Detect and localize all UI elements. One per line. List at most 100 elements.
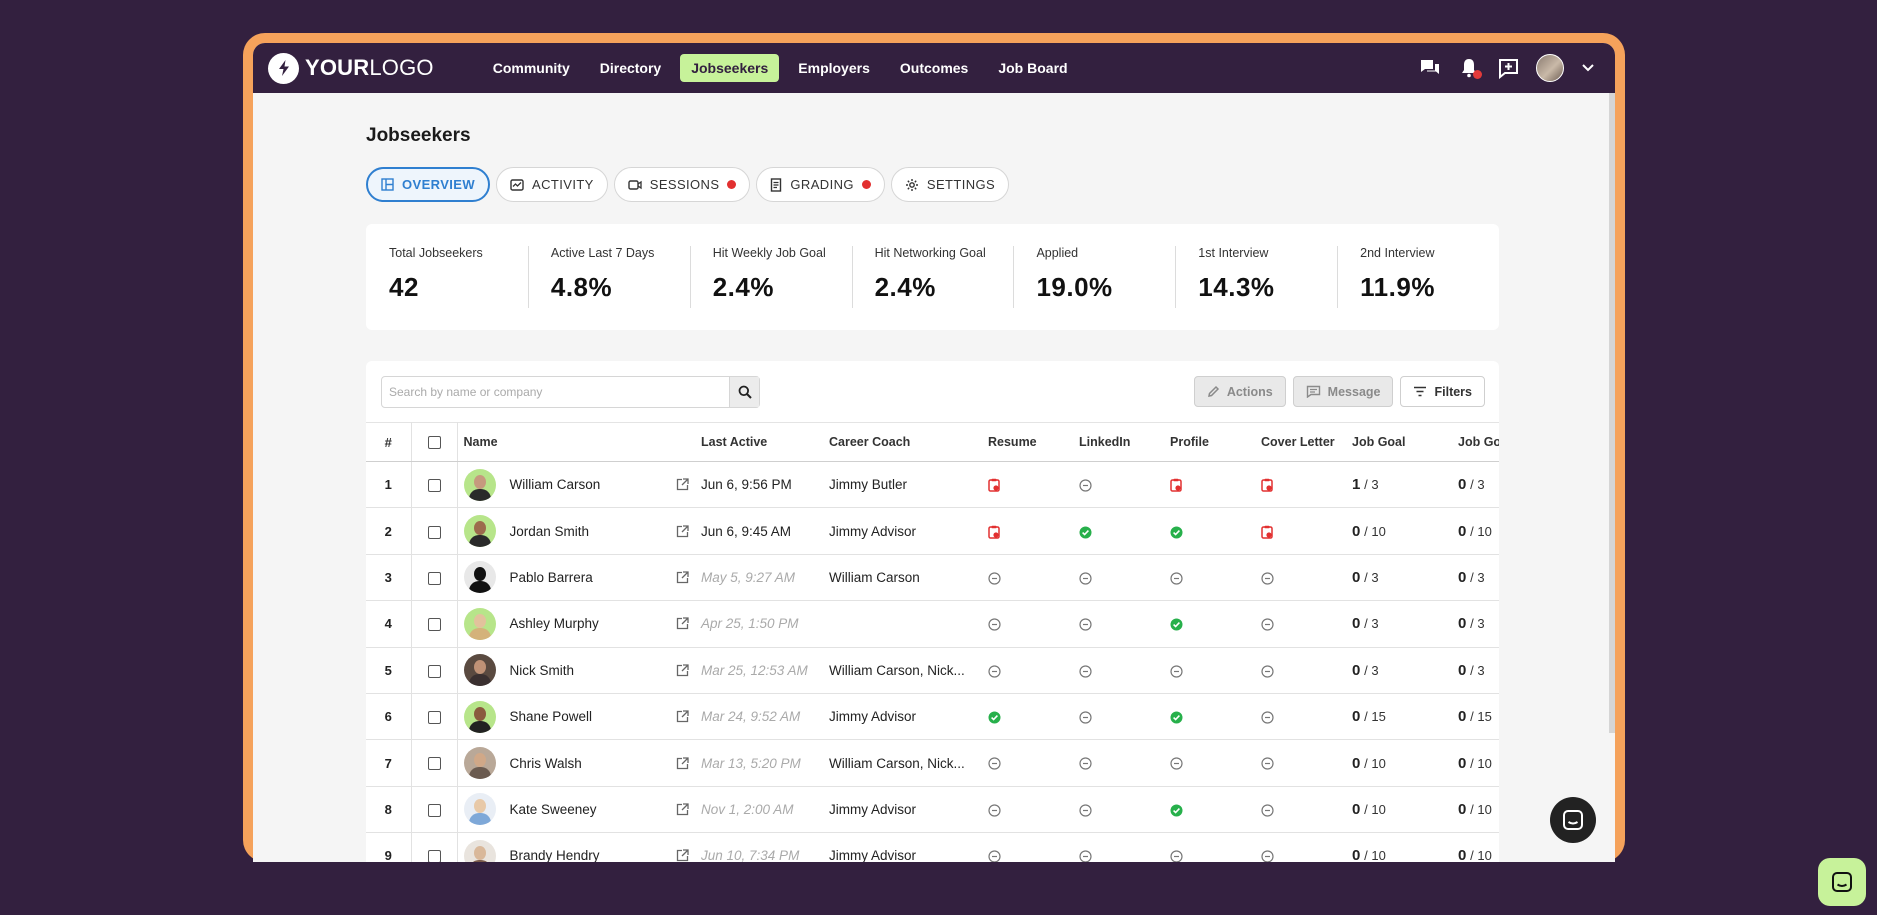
tab-settings[interactable]: SETTINGS [890, 167, 1010, 202]
row-checkbox[interactable] [427, 525, 441, 539]
external-link-icon[interactable] [676, 803, 689, 816]
clipboard-alert-icon[interactable] [988, 525, 1000, 539]
nav-item-job-board[interactable]: Job Board [998, 60, 1068, 76]
nav-item-jobseekers[interactable]: Jobseekers [680, 54, 780, 82]
minus-circle-icon[interactable] [1079, 757, 1092, 771]
minus-circle-icon[interactable] [1079, 665, 1092, 678]
table-row[interactable]: 2 Jordan Smith Jun 6, 9:45 AM Jimmy Advisor… [366, 507, 1499, 555]
table-row[interactable]: 6 Shane Powell Mar 24, 9:52 AM Jimmy Adviso… [366, 693, 1499, 741]
select-all-checkbox[interactable] [427, 436, 441, 450]
page-scrollbar[interactable] [1609, 93, 1615, 733]
avatar[interactable] [463, 607, 496, 640]
jobseeker-name[interactable]: Pablo Barrera [509, 569, 593, 585]
table-row[interactable]: 3 Pablo Barrera May 5, 9:27 AM William Cars… [366, 554, 1499, 602]
row-checkbox[interactable] [427, 850, 441, 862]
tab-overview[interactable]: OVERVIEW [366, 167, 491, 202]
jobseeker-name[interactable]: Jordan Smith [509, 523, 590, 539]
col-number-header[interactable]: # [366, 422, 412, 462]
minus-circle-icon[interactable] [988, 665, 1001, 678]
message-button[interactable]: Message [1292, 376, 1394, 407]
row-checkbox[interactable] [427, 479, 441, 493]
user-avatar[interactable] [1536, 54, 1564, 82]
minus-circle-icon[interactable] [1261, 572, 1274, 585]
row-checkbox[interactable] [427, 618, 441, 632]
avatar[interactable] [463, 654, 496, 687]
row-checkbox[interactable] [427, 711, 441, 725]
clipboard-alert-icon[interactable] [988, 478, 1000, 493]
minus-circle-icon[interactable] [1079, 804, 1092, 817]
minus-circle-icon[interactable] [1170, 850, 1183, 862]
jobseeker-name[interactable]: William Carson [509, 477, 601, 493]
col-resume-header[interactable]: Resume [986, 422, 1077, 462]
chat-launcher-button[interactable] [1550, 797, 1596, 843]
tab-grading[interactable]: GRADING [756, 167, 885, 202]
avatar[interactable] [463, 747, 496, 780]
nav-item-directory[interactable]: Directory [599, 60, 662, 76]
row-checkbox[interactable] [427, 803, 441, 817]
avatar[interactable] [463, 468, 496, 501]
external-link-icon[interactable] [676, 664, 689, 677]
minus-circle-icon[interactable] [1261, 804, 1274, 817]
clipboard-alert-icon[interactable] [1170, 478, 1182, 493]
minus-circle-icon[interactable] [988, 757, 1001, 771]
external-link-icon[interactable] [676, 571, 689, 584]
actions-button[interactable]: Actions [1193, 376, 1286, 407]
minus-circle-icon[interactable] [1170, 665, 1183, 678]
row-checkbox[interactable] [427, 571, 441, 585]
nav-item-community[interactable]: Community [492, 60, 570, 76]
bell-icon[interactable] [1458, 57, 1482, 79]
jobseeker-name[interactable]: Shane Powell [509, 709, 593, 725]
external-link-icon[interactable] [676, 849, 689, 862]
col-linkedin-header[interactable]: LinkedIn [1077, 422, 1168, 462]
external-link-icon[interactable] [676, 756, 689, 770]
minus-circle-icon[interactable] [988, 572, 1001, 585]
search-button[interactable] [729, 377, 759, 407]
tab-activity[interactable]: ACTIVITY [496, 167, 608, 202]
jobseeker-name[interactable]: Brandy Hendry [509, 848, 600, 862]
col-career-coach-header[interactable]: Career Coach [827, 422, 986, 462]
jobseeker-name[interactable]: Ashley Murphy [509, 616, 599, 632]
col-last-active-header[interactable]: Last Active [699, 422, 827, 462]
minus-circle-icon[interactable] [1261, 618, 1274, 631]
minus-circle-icon[interactable] [988, 804, 1001, 817]
row-checkbox[interactable] [427, 757, 441, 771]
col-cover-letter-header[interactable]: Cover Letter [1259, 422, 1350, 462]
table-row[interactable]: 5 Nick Smith Mar 25, 12:53 AM William Carso… [366, 647, 1499, 694]
jobseeker-name[interactable]: Kate Sweeney [509, 801, 597, 817]
avatar[interactable] [463, 561, 496, 594]
minus-circle-icon[interactable] [1170, 572, 1183, 585]
col-profile-header[interactable]: Profile [1168, 422, 1259, 462]
check-circle-icon[interactable] [988, 711, 1001, 724]
avatar[interactable] [463, 793, 496, 826]
minus-circle-icon[interactable] [1079, 711, 1092, 724]
search-input[interactable] [382, 377, 729, 407]
col-job-goal-2-header[interactable]: Job Go [1456, 422, 1499, 462]
col-job-goal-header[interactable]: Job Goal [1350, 422, 1456, 462]
minus-circle-icon[interactable] [988, 850, 1001, 862]
table-row[interactable]: 9 Brandy Hendry Jun 10, 7:34 PM Jimmy Advis… [366, 832, 1499, 862]
minus-circle-icon[interactable] [1261, 711, 1274, 724]
jobseeker-name[interactable]: Chris Walsh [509, 755, 582, 771]
external-link-icon[interactable] [676, 478, 689, 491]
add-post-icon[interactable] [1497, 57, 1519, 79]
jobseeker-name[interactable]: Nick Smith [509, 662, 575, 678]
avatar[interactable] [463, 515, 496, 548]
tab-sessions[interactable]: SESSIONS [613, 167, 751, 202]
logo[interactable]: YOURLOGO [268, 52, 434, 84]
help-chat-button[interactable] [1818, 858, 1866, 906]
minus-circle-icon[interactable] [1079, 850, 1092, 862]
col-name-header[interactable]: Name [457, 422, 699, 462]
minus-circle-icon[interactable] [988, 618, 1001, 631]
avatar[interactable] [463, 839, 496, 862]
check-circle-icon[interactable] [1170, 618, 1183, 631]
minus-circle-icon[interactable] [1079, 572, 1092, 585]
minus-circle-icon[interactable] [1261, 757, 1274, 771]
external-link-icon[interactable] [676, 710, 689, 723]
minus-circle-icon[interactable] [1170, 757, 1183, 771]
table-row[interactable]: 1 William Carson Jun 6, 9:56 PM Jimmy Butle… [366, 461, 1499, 509]
minus-circle-icon[interactable] [1079, 479, 1092, 492]
nav-item-outcomes[interactable]: Outcomes [899, 60, 969, 76]
filters-button[interactable]: Filters [1400, 376, 1485, 407]
table-row[interactable]: 8 Kate Sweeney Nov 1, 2:00 AM Jimmy Advisor… [366, 786, 1499, 834]
